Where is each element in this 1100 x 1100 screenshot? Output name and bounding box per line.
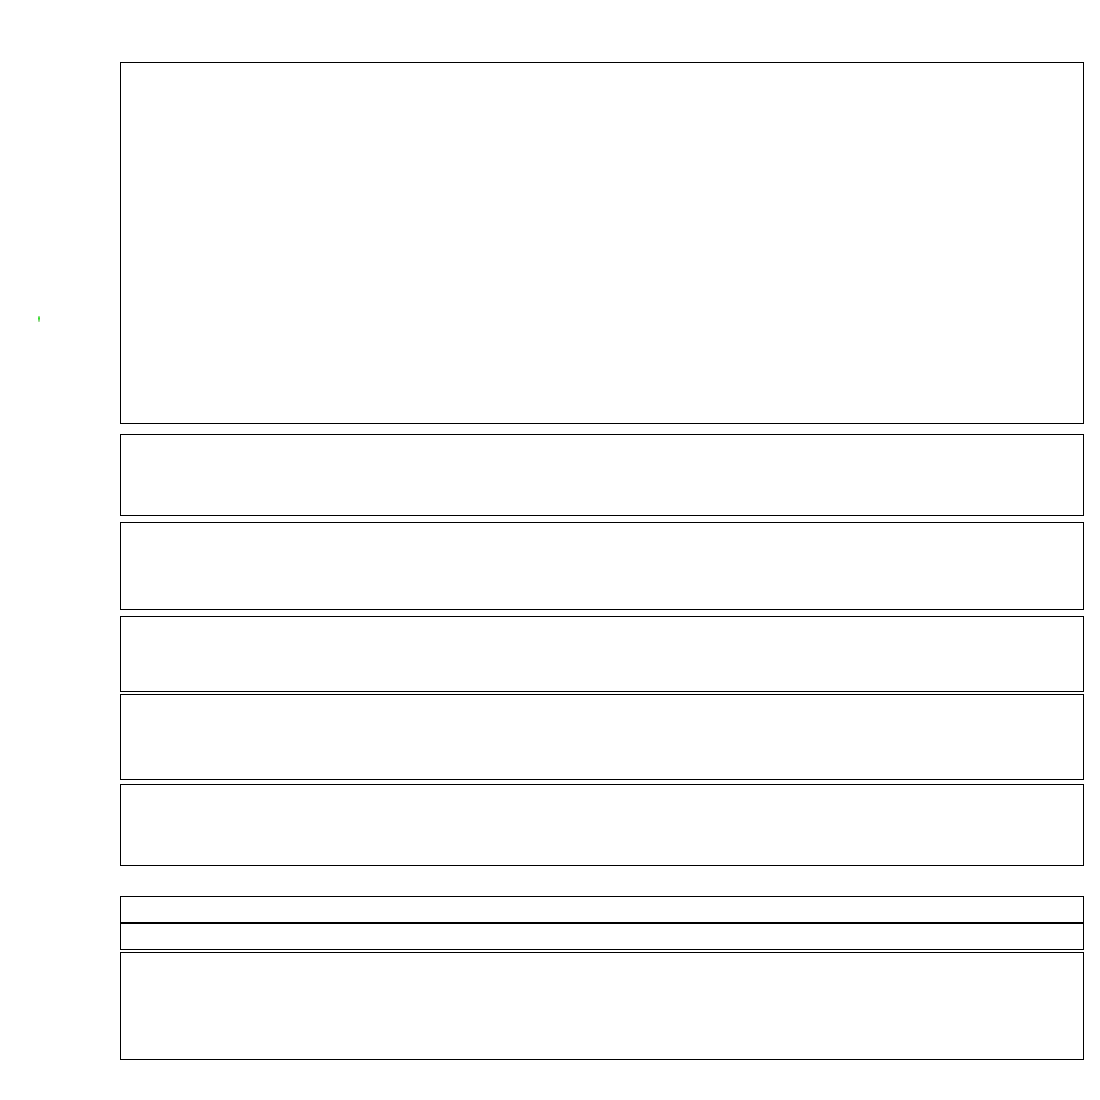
slp-panel: [120, 434, 1084, 516]
rh2m-panel: [120, 784, 1084, 866]
precip-panel: [120, 952, 1084, 1060]
wind10m-panel: [120, 616, 1084, 692]
cape-panel: [120, 522, 1084, 610]
cloud-high-panel: [120, 868, 1084, 896]
cloud-middle-panel: [120, 896, 1084, 923]
temp2m-panel: [120, 694, 1084, 780]
upper-cross-section-panel: [120, 62, 1084, 424]
cloud-low-panel: [120, 923, 1084, 950]
upper-rh-label: [38, 316, 40, 322]
